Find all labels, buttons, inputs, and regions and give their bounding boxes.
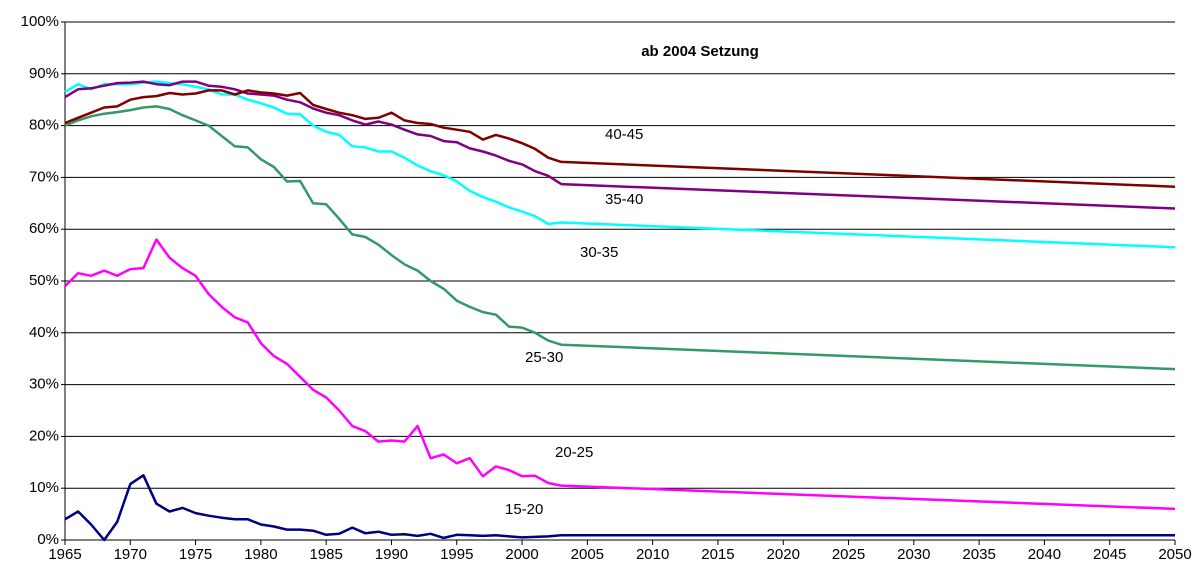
y-tick-label: 80% <box>29 117 59 134</box>
x-tick-label: 1995 <box>440 546 473 563</box>
x-tick-label: 2045 <box>1093 546 1126 563</box>
series-line <box>64 238 1176 511</box>
x-tick-label: 1990 <box>375 546 408 563</box>
series-label: 15-20 <box>505 501 543 518</box>
x-tick-label: 2040 <box>1028 546 1061 563</box>
series-label: 25-30 <box>525 349 563 366</box>
series-label: 40-45 <box>605 126 643 143</box>
x-tick-label: 2005 <box>571 546 604 563</box>
series-line <box>64 89 1176 188</box>
x-tick-label: 1965 <box>48 546 81 563</box>
x-tick-label: 2015 <box>701 546 734 563</box>
x-tick-label: 2050 <box>1158 546 1191 563</box>
annotation: ab 2004 Setzung <box>641 43 759 60</box>
x-tick-label: 1970 <box>114 546 147 563</box>
y-tick-label: 20% <box>29 427 59 444</box>
x-tick-label: 1975 <box>179 546 212 563</box>
series-line <box>64 105 1176 371</box>
y-tick-label: 10% <box>29 479 59 496</box>
x-tick-label: 2025 <box>832 546 865 563</box>
x-tick-label: 2000 <box>505 546 538 563</box>
y-tick-label: 40% <box>29 324 59 341</box>
y-tick-label: 90% <box>29 65 59 82</box>
y-tick-label: 100% <box>21 13 59 30</box>
x-tick-label: 2035 <box>962 546 995 563</box>
series-line <box>64 474 1175 542</box>
x-tick-label: 2010 <box>636 546 669 563</box>
x-tick-label: 2020 <box>767 546 800 563</box>
series-label: 35-40 <box>605 191 643 208</box>
series-label: 20-25 <box>555 444 593 461</box>
series-line <box>64 80 1176 210</box>
y-tick-label: 0% <box>37 531 59 548</box>
y-tick-label: 30% <box>29 376 59 393</box>
x-tick-label: 1980 <box>244 546 277 563</box>
x-tick-label: 2030 <box>897 546 930 563</box>
y-tick-label: 50% <box>29 272 59 289</box>
y-tick-label: 60% <box>29 220 59 237</box>
series-label: 30-35 <box>580 244 618 261</box>
x-tick-label: 1985 <box>309 546 342 563</box>
y-tick-label: 70% <box>29 168 59 185</box>
